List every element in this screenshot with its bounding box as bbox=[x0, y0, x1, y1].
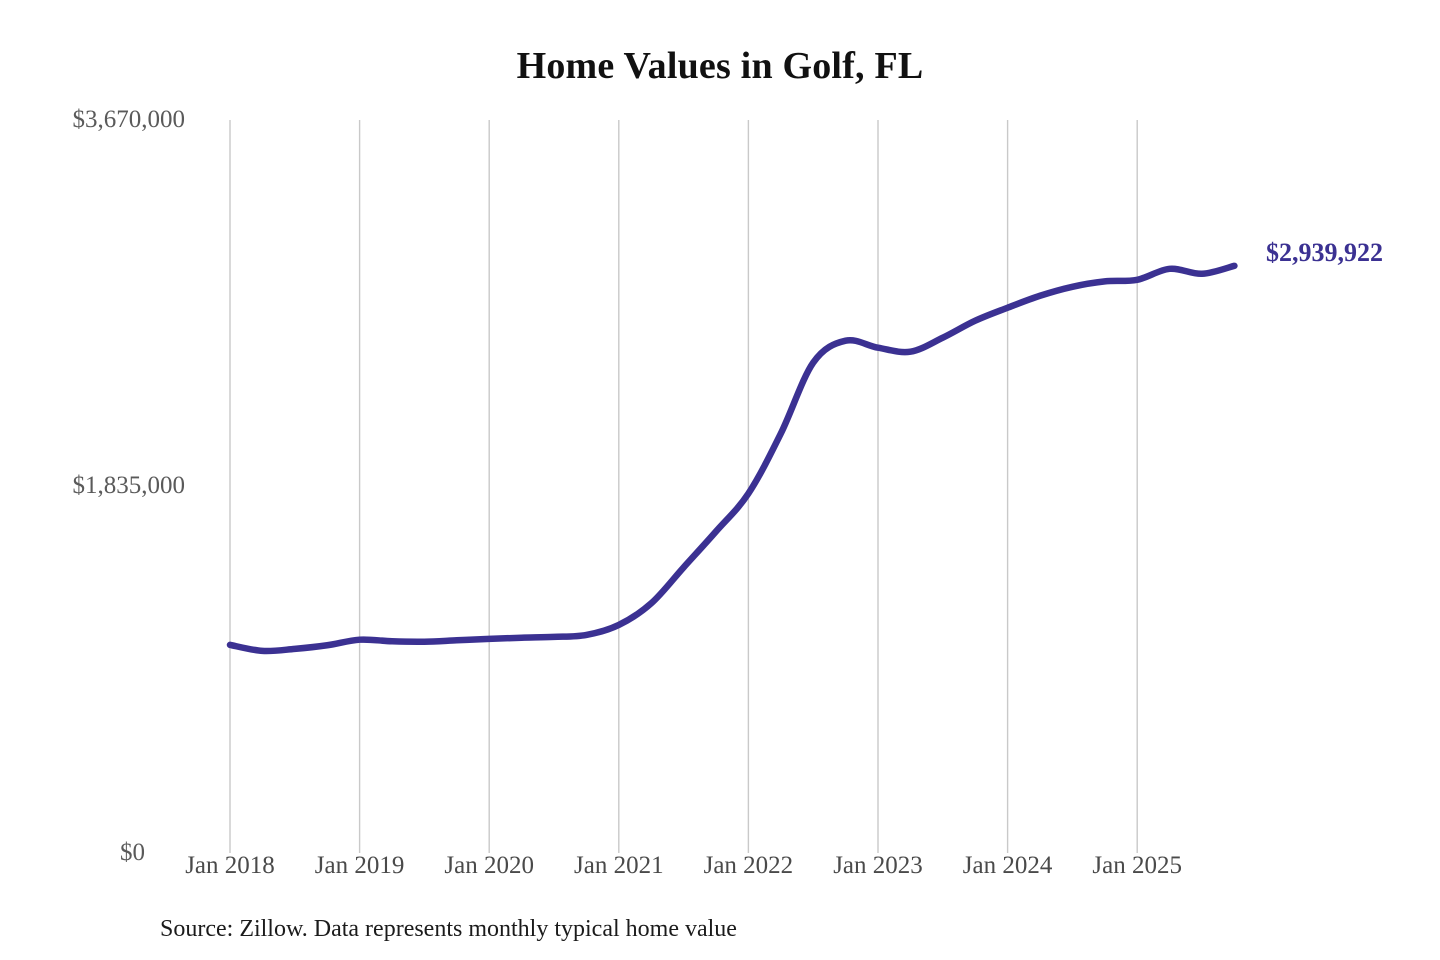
gridline-group bbox=[229, 120, 1138, 853]
x-axis-tick-jan-2020: Jan 2020 bbox=[444, 852, 534, 879]
end-value-annotation: $2,939,922 bbox=[1266, 238, 1383, 267]
source-note: Source: Zillow. Data represents monthly … bbox=[160, 916, 737, 942]
x-axis-tick-jan-2018: Jan 2018 bbox=[185, 852, 275, 879]
x-axis-tick-jan-2024: Jan 2024 bbox=[962, 852, 1053, 879]
x-axis-tick-jan-2021: Jan 2021 bbox=[574, 852, 664, 879]
x-axis-tick-jan-2025: Jan 2025 bbox=[1092, 852, 1182, 879]
y-axis-tick-zero: $0 bbox=[120, 839, 145, 866]
home-value-line bbox=[226, 262, 1238, 655]
x-axis-tick-jan-2019: Jan 2019 bbox=[314, 852, 405, 879]
x-axis-tick-jan-2023: Jan 2023 bbox=[833, 852, 923, 879]
y-axis-tick-top: $3,670,000 bbox=[72, 106, 186, 133]
chart-title: Home Values in Golf, FL bbox=[516, 45, 924, 87]
x-axis-tick-jan-2022: Jan 2022 bbox=[703, 852, 794, 879]
y-axis-tick-mid: $1,835,000 bbox=[72, 472, 186, 499]
